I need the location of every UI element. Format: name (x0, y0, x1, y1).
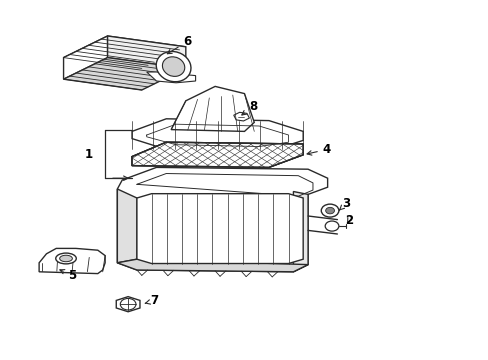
Text: 1: 1 (84, 148, 93, 161)
Ellipse shape (156, 51, 191, 82)
Polygon shape (146, 72, 195, 83)
Polygon shape (132, 119, 303, 151)
Polygon shape (116, 297, 140, 312)
Polygon shape (107, 36, 185, 68)
Polygon shape (132, 142, 303, 167)
Polygon shape (117, 167, 327, 272)
Circle shape (321, 204, 338, 217)
Ellipse shape (56, 253, 76, 264)
Text: 3: 3 (339, 197, 350, 210)
Circle shape (325, 207, 334, 214)
Polygon shape (63, 36, 185, 68)
Polygon shape (171, 86, 254, 131)
Polygon shape (39, 248, 105, 274)
Ellipse shape (162, 57, 184, 76)
Polygon shape (117, 259, 307, 272)
Ellipse shape (60, 255, 72, 262)
Text: 4: 4 (306, 143, 330, 156)
Text: 7: 7 (145, 294, 159, 307)
Polygon shape (117, 189, 137, 263)
Text: 5: 5 (60, 269, 77, 282)
Text: 6: 6 (167, 35, 191, 54)
Polygon shape (233, 112, 249, 121)
Polygon shape (63, 58, 185, 90)
Polygon shape (132, 142, 303, 167)
Polygon shape (63, 36, 107, 79)
Circle shape (325, 221, 338, 231)
Polygon shape (293, 192, 307, 272)
Polygon shape (137, 194, 303, 264)
Text: 2: 2 (344, 214, 352, 227)
Text: 8: 8 (242, 100, 257, 115)
Circle shape (120, 298, 136, 310)
